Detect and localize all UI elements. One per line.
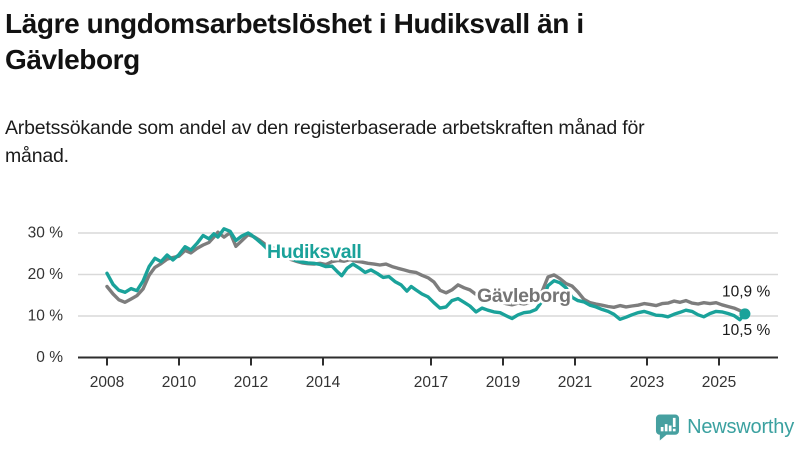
x-tick-label: 2019 xyxy=(486,374,520,391)
page-title: Lägre ungdomsarbetslöshet i Hudiksvall ä… xyxy=(5,8,584,75)
x-tick-label: 2021 xyxy=(558,374,592,391)
series-label-hudiksvall: Hudiksvall xyxy=(267,241,362,263)
x-tick-label: 2010 xyxy=(162,374,197,391)
page-subtitle: Arbetssökande som andel av den registerb… xyxy=(5,117,645,168)
series-line-hudiksvall xyxy=(105,227,747,322)
x-tick-label: 2023 xyxy=(630,374,664,391)
end-value-label: 10,5 % xyxy=(722,322,770,339)
newsworthy-speech-bubble-bar-chart-icon xyxy=(656,414,680,441)
newsworthy-logo: Newsworthy xyxy=(655,413,794,441)
y-tick-label: 20 % xyxy=(28,266,64,283)
x-tick-label: 2012 xyxy=(234,374,268,391)
x-tick-label: 2008 xyxy=(90,374,124,391)
y-tick-label: 30 % xyxy=(28,225,64,242)
x-tick-label: 2014 xyxy=(306,374,341,391)
x-tick-label: 2025 xyxy=(702,374,736,391)
end-value-label: 10,9 % xyxy=(722,283,770,300)
x-tick-label: 2017 xyxy=(414,374,448,391)
newsworthy-logo-text: Newsworthy xyxy=(687,415,794,438)
series-line-gvleborg xyxy=(105,230,747,314)
y-tick-label: 0 % xyxy=(36,349,63,366)
y-tick-label: 10 % xyxy=(28,308,64,325)
series-label-gvleborg: Gävleborg xyxy=(477,285,571,307)
series-end-dot xyxy=(739,308,751,320)
